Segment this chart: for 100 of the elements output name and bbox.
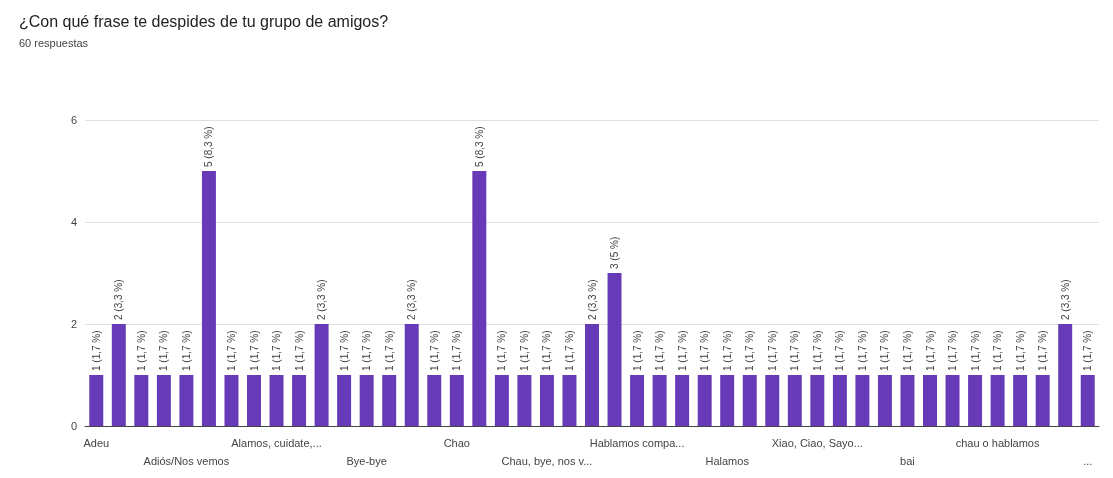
bar: [630, 375, 645, 426]
data-label: 1 (1,7 %): [248, 330, 260, 371]
bar: [607, 273, 622, 426]
x-tick-label: bai: [900, 455, 915, 467]
bar: [562, 375, 577, 426]
data-label: 3 (5 %): [609, 236, 621, 269]
bar: [539, 375, 554, 426]
bar: [968, 375, 983, 426]
x-tick-label: Alamos, cuidate,...: [231, 437, 322, 449]
data-label: 1 (1,7 %): [541, 330, 553, 371]
data-label: 5 (8,3 %): [473, 126, 485, 167]
data-label: 1 (1,7 %): [947, 330, 959, 371]
bar: [404, 324, 419, 426]
data-label: 1 (1,7 %): [676, 330, 688, 371]
bar: [382, 375, 397, 426]
y-tick-label: 6: [70, 114, 77, 126]
x-tick-label: Chao: [443, 437, 470, 449]
bar: [945, 375, 960, 426]
bar: [855, 375, 870, 426]
data-label: 1 (1,7 %): [631, 330, 643, 371]
bar: [585, 324, 599, 426]
x-tick-label: Bye-bye: [346, 455, 387, 467]
data-label: 1 (1,7 %): [293, 330, 305, 371]
x-tick-label: Chau, bye, nos v...: [501, 455, 593, 467]
x-tick-label: ...: [1083, 455, 1093, 467]
data-label: 1 (1,7 %): [811, 330, 823, 371]
bar: [89, 375, 104, 426]
data-label: 1 (1,7 %): [383, 330, 395, 371]
data-label: 2 (3,3 %): [1059, 279, 1071, 320]
data-label: 1 (1,7 %): [721, 330, 733, 371]
data-label: 1 (1,7 %): [361, 330, 373, 371]
data-label: 2 (3,3 %): [316, 279, 328, 320]
bar: [923, 375, 937, 426]
bar: [494, 375, 509, 426]
data-label: 1 (1,7 %): [158, 330, 170, 371]
data-label: 1 (1,7 %): [766, 330, 778, 371]
bar: [652, 375, 667, 426]
bar: [134, 375, 149, 426]
bar: [697, 375, 712, 426]
data-label: 1 (1,7 %): [969, 330, 981, 371]
bar: [832, 375, 847, 426]
data-label: 1 (1,7 %): [789, 330, 801, 371]
data-label: 1 (1,7 %): [654, 330, 666, 371]
data-label: 1 (1,7 %): [699, 330, 711, 371]
bar: [900, 375, 915, 426]
bar: [877, 375, 892, 426]
bar: [1058, 324, 1073, 426]
bar: [292, 375, 307, 426]
x-tick-label: Adiós/Nos vemos: [143, 455, 230, 467]
data-label: 1 (1,7 %): [135, 330, 147, 371]
data-label: 1 (1,7 %): [180, 330, 192, 371]
x-tick-label: Xiao, Ciao, Sayo...: [771, 437, 863, 449]
y-tick-label: 0: [70, 420, 77, 432]
y-tick-label: 4: [70, 216, 77, 228]
data-label: 2 (3,3 %): [113, 279, 125, 320]
chart-title: ¿Con qué frase te despides de tu grupo de amigos?: [19, 12, 389, 30]
bar: [314, 324, 329, 426]
bar: [224, 375, 239, 426]
data-label: 1 (1,7 %): [834, 330, 846, 371]
x-tick-label: Adeu: [83, 437, 110, 449]
x-tick-label: chau o hablamos: [955, 437, 1040, 449]
data-label: 2 (3,3 %): [406, 279, 418, 320]
data-label: 5 (8,3 %): [203, 126, 215, 167]
bar: [337, 375, 352, 426]
x-tick-label: Hablamos compa...: [589, 437, 685, 449]
bar: [156, 375, 171, 426]
bar: [787, 375, 802, 426]
bar: [990, 375, 1005, 426]
bar: [675, 375, 690, 426]
data-label: 1 (1,7 %): [1082, 330, 1094, 371]
data-label: 1 (1,7 %): [1014, 330, 1026, 371]
data-label: 1 (1,7 %): [451, 330, 463, 371]
bar: [359, 375, 374, 426]
x-tick-label: Halamos: [705, 455, 750, 467]
bar: [247, 375, 261, 426]
data-label: 1 (1,7 %): [744, 330, 756, 371]
bar: [517, 375, 532, 426]
data-label: 1 (1,7 %): [992, 330, 1004, 371]
bar: [201, 171, 216, 426]
bar: [765, 375, 780, 426]
data-label: 1 (1,7 %): [563, 330, 575, 371]
data-label: 1 (1,7 %): [518, 330, 530, 371]
bar: [810, 375, 825, 426]
chart-subtitle: 60 respuestas: [19, 36, 89, 49]
bar: [742, 375, 757, 426]
data-label: 2 (3,3 %): [586, 279, 598, 320]
data-label: 1 (1,7 %): [225, 330, 237, 371]
bar: [1080, 375, 1095, 426]
data-label: 1 (1,7 %): [90, 330, 102, 371]
bar: [111, 324, 126, 426]
data-label: 1 (1,7 %): [879, 330, 891, 371]
bar: [472, 171, 487, 426]
data-label: 1 (1,7 %): [338, 330, 350, 371]
data-label: 1 (1,7 %): [901, 330, 913, 371]
bar: [449, 375, 464, 426]
data-label: 1 (1,7 %): [496, 330, 508, 371]
data-label: 1 (1,7 %): [428, 330, 440, 371]
bar: [179, 375, 194, 426]
bar: [269, 375, 284, 426]
data-label: 1 (1,7 %): [1037, 330, 1049, 371]
